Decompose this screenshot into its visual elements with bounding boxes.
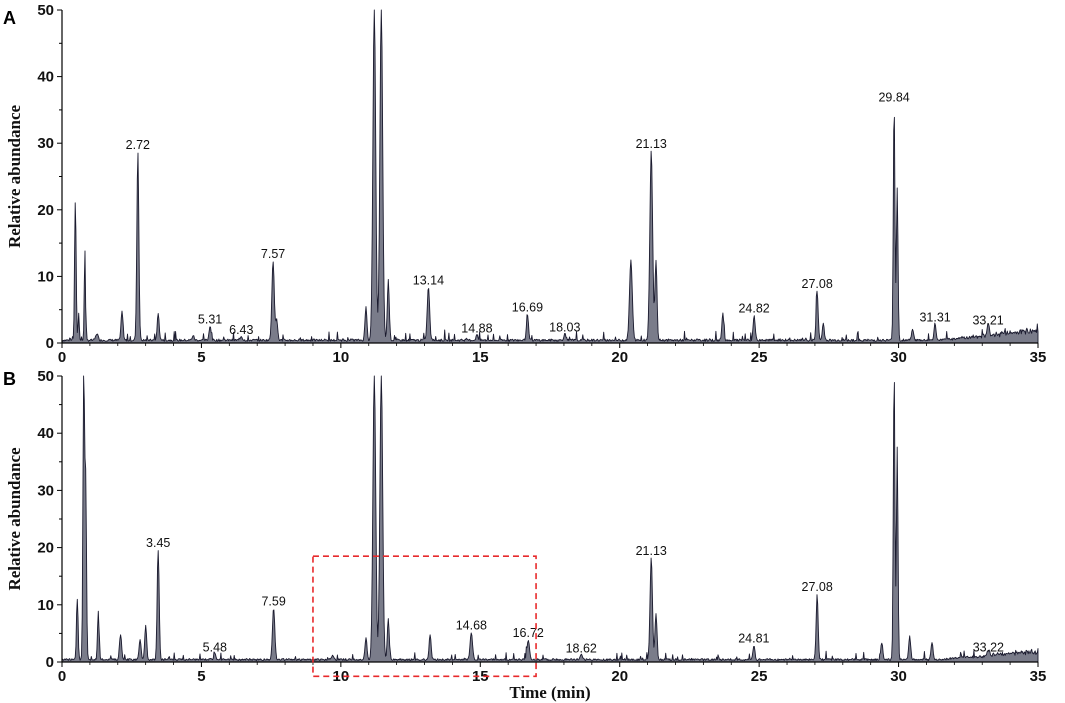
x-tick-label: 15 xyxy=(472,349,489,366)
peak-label: 21.13 xyxy=(636,137,667,151)
x-tick-label: 35 xyxy=(1030,349,1047,366)
x-tick-label: 0 xyxy=(58,668,66,685)
x-tick-label: 0 xyxy=(58,349,66,366)
y-tick-label: 0 xyxy=(46,654,54,671)
y-tick-label: 20 xyxy=(37,202,54,219)
peak-label: 16.69 xyxy=(512,300,543,314)
peak-label: 5.48 xyxy=(203,640,227,654)
y-tick-label: 10 xyxy=(37,597,54,614)
x-tick-label: 20 xyxy=(611,668,628,685)
y-axis-title: Relative abundance xyxy=(5,447,24,591)
peak-label: 18.03 xyxy=(549,320,580,334)
peak-label: 5.31 xyxy=(198,312,222,326)
peak-label: 29.84 xyxy=(878,91,909,105)
peak-label: 31.31 xyxy=(919,310,950,324)
peak-label: 24.81 xyxy=(738,632,769,646)
peak-label: 16.72 xyxy=(513,626,544,640)
peak-label: 27.08 xyxy=(802,580,833,594)
peak-label: 14.68 xyxy=(456,619,487,633)
x-tick-label: 30 xyxy=(890,349,907,366)
panel-b: 0 10 20 30 40 50 0 5 10 15 20 25 30 35 3.45 5.48 7.59 14.… xyxy=(3,368,1046,702)
highlight-box xyxy=(312,555,537,678)
x-tick-label: 10 xyxy=(333,349,350,366)
x-tick-label: 5 xyxy=(197,668,205,685)
panel-letter: A xyxy=(3,8,16,28)
chromatogram-trace xyxy=(61,375,1039,663)
peak-label: 21.13 xyxy=(636,544,667,558)
x-tick-label: 20 xyxy=(611,349,628,366)
peak-label: 3.45 xyxy=(146,536,170,550)
peak-label: 2.72 xyxy=(126,138,150,152)
panel-letter: B xyxy=(3,369,16,389)
y-tick-label: 0 xyxy=(46,335,54,352)
x-tick-label: 25 xyxy=(751,668,768,685)
peak-label: 6.43 xyxy=(229,323,253,337)
x-axis-title: Time (min) xyxy=(509,683,590,702)
x-tick-label: 30 xyxy=(890,668,907,685)
y-tick-label: 40 xyxy=(37,425,54,442)
y-tick-label: 40 xyxy=(37,69,54,86)
peak-label: 27.08 xyxy=(802,277,833,291)
x-tick-label: 5 xyxy=(197,349,205,366)
peak-label: 14.88 xyxy=(461,322,492,336)
peak-label: 33.22 xyxy=(973,640,1004,654)
x-tick-label: 10 xyxy=(333,668,350,685)
x-tick-label: 25 xyxy=(751,349,768,366)
peak-label: 7.59 xyxy=(261,595,285,609)
panel-a: 0 10 20 30 40 50 0 5 10 15 20 25 30 35 2.72 5.31 6.43 7.5… xyxy=(3,2,1046,366)
peak-label: 13.14 xyxy=(413,274,444,288)
y-tick-label: 50 xyxy=(37,368,54,385)
y-tick-label: 30 xyxy=(37,135,54,152)
peak-label: 24.82 xyxy=(738,302,769,316)
chromatogram-trace xyxy=(61,9,1039,344)
y-tick-label: 50 xyxy=(37,2,54,19)
x-tick-label: 15 xyxy=(472,668,489,685)
peak-label: 33.21 xyxy=(972,314,1003,328)
y-tick-label: 20 xyxy=(37,540,54,557)
peak-label: 7.57 xyxy=(261,247,285,261)
y-tick-label: 30 xyxy=(37,482,54,499)
y-axis-title: Relative abundance xyxy=(5,105,24,249)
peak-label: 18.62 xyxy=(566,641,597,655)
x-tick-label: 35 xyxy=(1030,668,1047,685)
y-tick-label: 10 xyxy=(37,268,54,285)
